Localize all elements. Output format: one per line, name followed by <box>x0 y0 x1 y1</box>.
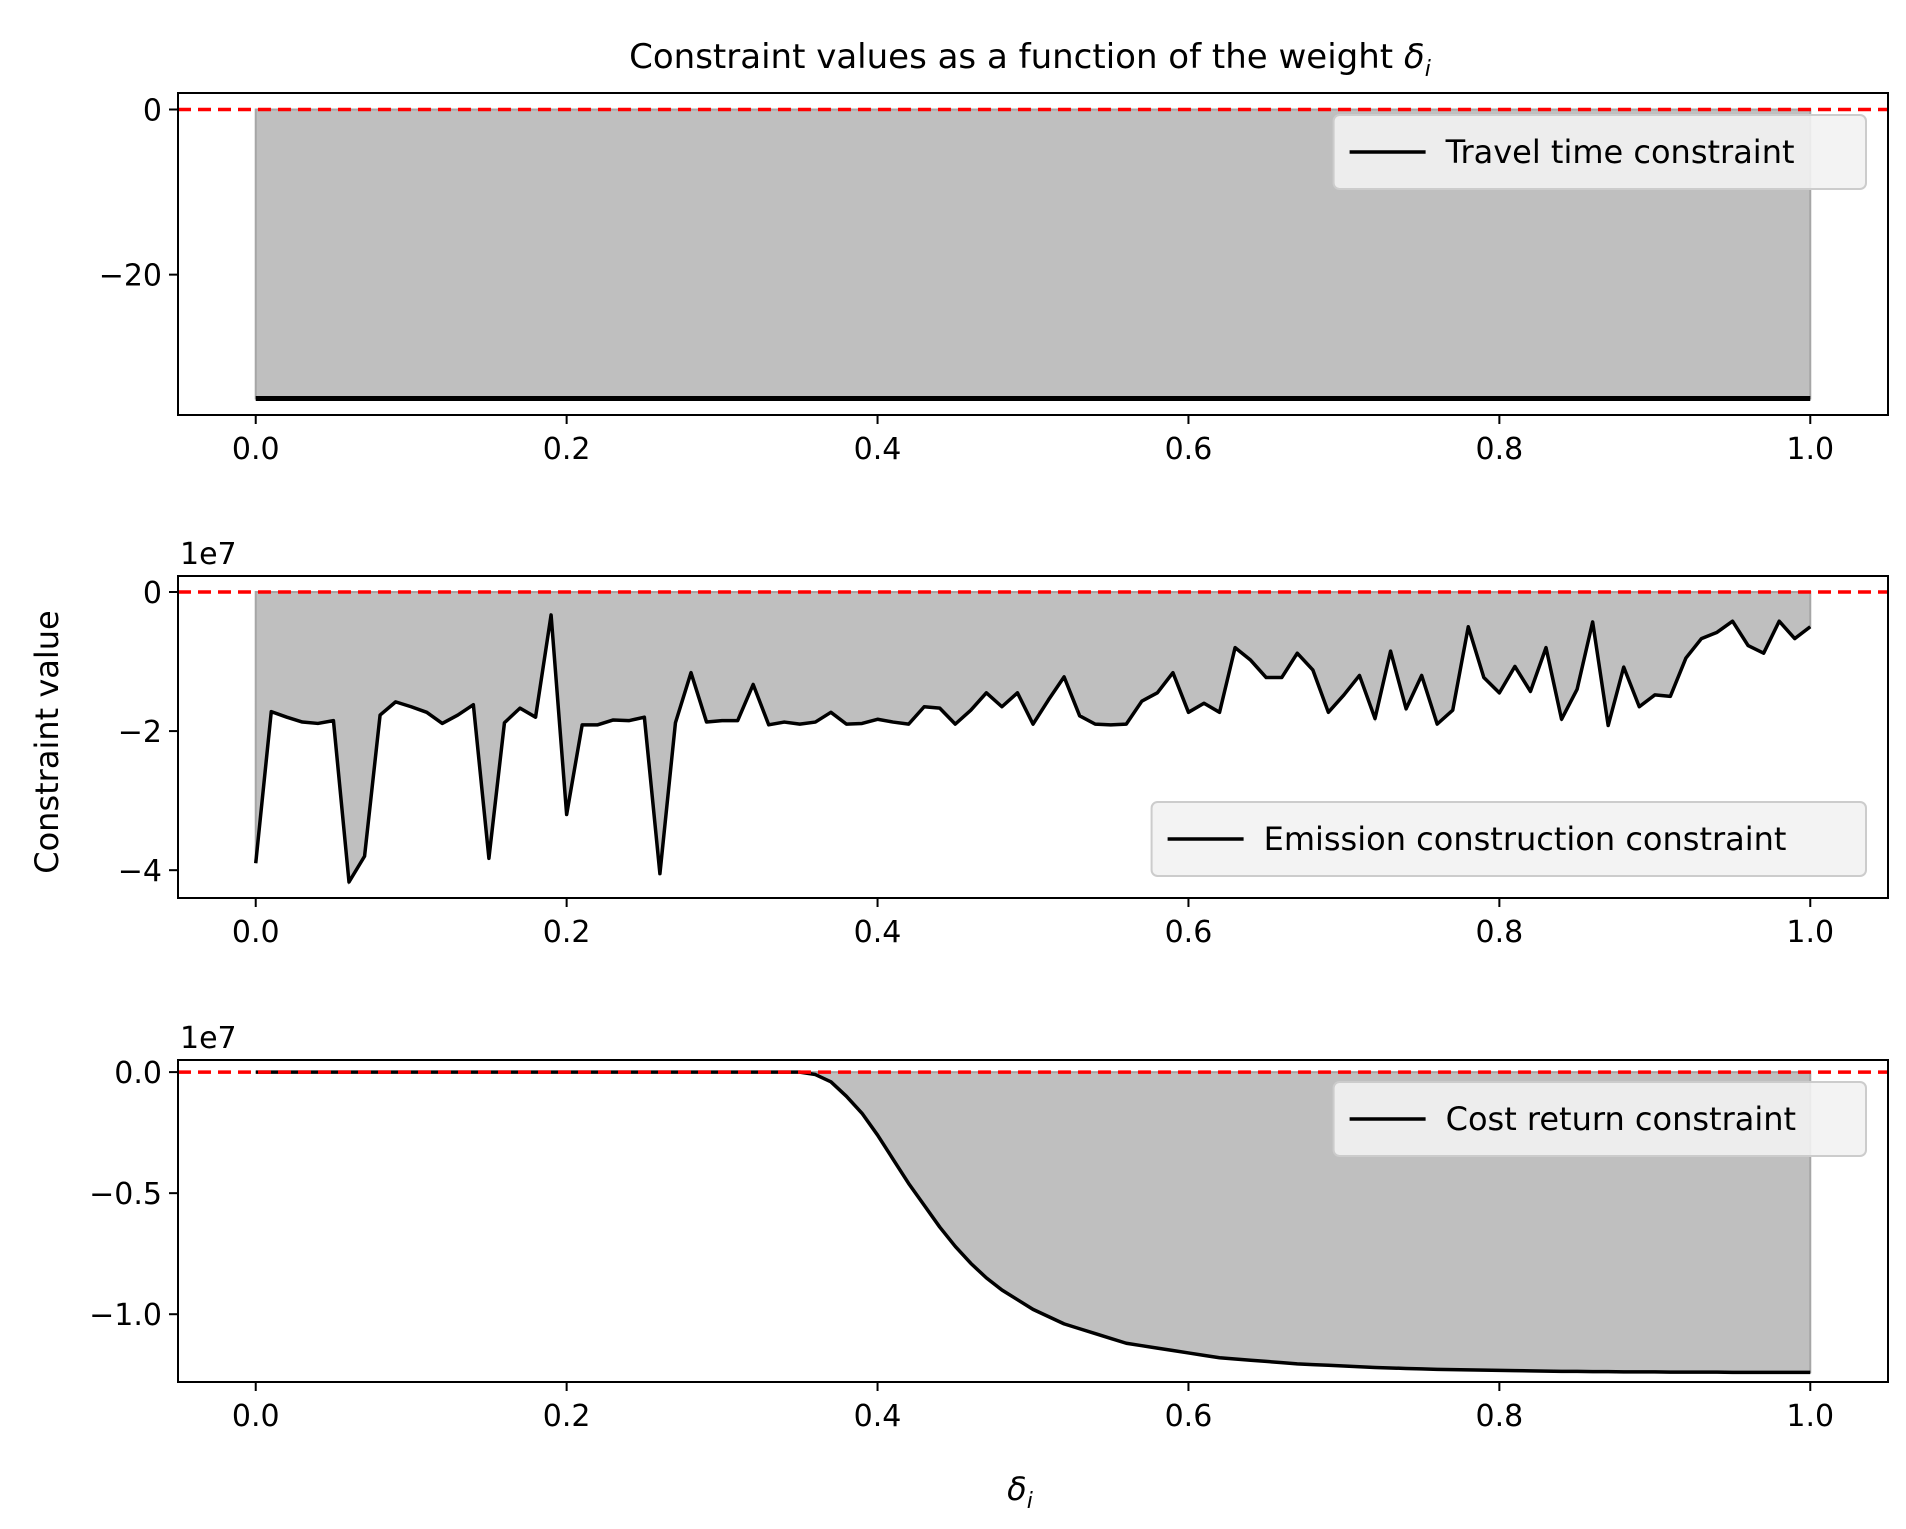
x-tick-label: 0.8 <box>1476 915 1524 950</box>
legend: Cost return constraint <box>1332 1081 1867 1157</box>
x-tick-label: 1.0 <box>1786 432 1834 467</box>
x-tick-label: 0.4 <box>854 432 902 467</box>
y-axis-label: Constraint value <box>28 610 66 873</box>
travel-time-panel: 0.0 0.2 0.4 0.6 0.8 1.0 0 −20 Travel time constr… <box>99 92 1889 467</box>
series-line <box>253 613 1812 884</box>
y-tick-label: −2 <box>118 715 162 750</box>
x-tick-label: 0.6 <box>1165 915 1213 950</box>
x-tick-label: 1.0 <box>1786 915 1834 950</box>
y-tick-label: 0.0 <box>114 1056 162 1091</box>
figure-title: Constraint values as a function of the w… <box>629 37 1431 82</box>
y-tick-label: −4 <box>118 854 162 889</box>
legend-box <box>1150 801 1867 877</box>
x-tick-label: 0.2 <box>543 1399 591 1434</box>
x-tick-label: 0.6 <box>1165 432 1213 467</box>
axes-frame <box>177 1059 1889 1383</box>
x-tick-label: 0.0 <box>232 1399 280 1434</box>
x-tick-label: 0.2 <box>543 432 591 467</box>
legend: Emission construction constraint <box>1150 801 1867 877</box>
offset-label: 1e7 <box>180 1021 237 1056</box>
cost-return-panel: 0.0 0.2 0.4 0.6 0.8 1.0 0.0 −0.5 −1.0 1e7 Cost ret… <box>89 1021 1889 1434</box>
legend-label: Travel time constraint <box>1445 133 1795 171</box>
plot-area <box>178 590 1888 886</box>
x-tick-label: 0.4 <box>854 1399 902 1434</box>
emission-construction-panel: 0.0 0.2 0.4 0.6 0.8 1.0 0 −2 −4 1e7 Emission const… <box>118 537 1889 950</box>
axes-frame <box>177 92 1889 416</box>
axes-frame <box>177 575 1889 899</box>
y-tick-label: −20 <box>99 259 162 294</box>
legend-box <box>1332 1081 1867 1157</box>
x-tick-label: 0.0 <box>232 915 280 950</box>
y-tick-label: −0.5 <box>89 1177 162 1212</box>
legend-label: Emission construction constraint <box>1264 820 1787 858</box>
legend: Travel time constraint <box>1332 114 1867 190</box>
offset-label: 1e7 <box>180 537 237 572</box>
series-line <box>255 1070 1811 1375</box>
y-tick-label: −1.0 <box>89 1298 162 1333</box>
y-tick-label: 0 <box>143 576 162 611</box>
x-tick-label: 0.6 <box>1165 1399 1213 1434</box>
x-tick-label: 0.2 <box>543 915 591 950</box>
legend-label: Cost return constraint <box>1446 1100 1796 1138</box>
x-tick-label: 1.0 <box>1786 1399 1834 1434</box>
x-tick-label: 0.8 <box>1476 1399 1524 1434</box>
x-tick-label: 0.0 <box>232 432 280 467</box>
x-tick-label: 0.8 <box>1476 432 1524 467</box>
y-tick-label: 0 <box>143 94 162 129</box>
x-tick-label: 0.4 <box>854 915 902 950</box>
x-axis-label: δi <box>1007 1470 1033 1514</box>
legend-box <box>1332 114 1867 190</box>
